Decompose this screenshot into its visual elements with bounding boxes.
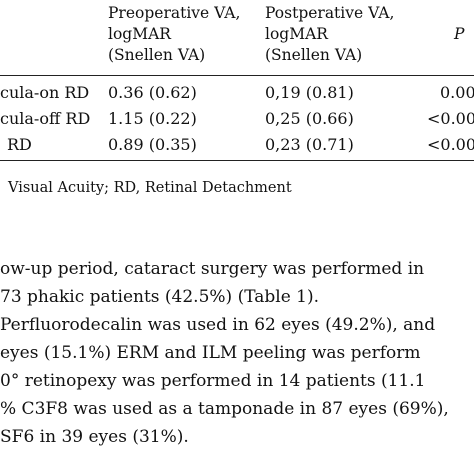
row-pre-macula-off: 1.15 (0.22) [108,109,197,128]
row-p-macula-off: <0.00 [427,109,474,128]
table-bottom-rule [0,160,474,162]
body-line-4: eyes (15.1%) ERM and ILM peeling was per… [0,343,421,363]
header-p-value: P [454,25,465,43]
row-pre-macula-on: 0.36 (0.62) [108,83,197,102]
header-postoperative: Postperative VA, logMAR (Snellen VA) [265,3,394,66]
header-pre-line-1: Preoperative VA, [108,4,241,22]
row-p-rd: <0.00 [427,135,474,154]
header-post-line-2: logMAR [265,25,328,43]
row-post-macula-on: 0,19 (0.81) [265,83,354,102]
header-post-line-1: Postperative VA, [265,4,395,22]
body-line-6: % C3F8 was used as a tamponade in 87 eye… [0,399,449,419]
header-preoperative: Preoperative VA, logMAR (Snellen VA) [108,3,240,66]
row-post-macula-off: 0,25 (0.66) [265,109,354,128]
table-footnote: Visual Acuity; RD, Retinal Detachment [8,180,292,196]
row-post-rd: 0,23 (0.71) [265,135,354,154]
header-post-line-3: (Snellen VA) [265,46,363,64]
header-pre-line-3: (Snellen VA) [108,46,206,64]
body-line-3: Perfluorodecalin was used in 62 eyes (49… [0,315,436,335]
row-label-rd: RD [7,135,32,154]
row-label-macula-on: cula-on RD [0,83,90,102]
body-line-2: 73 phakic patients (42.5%) (Table 1). [0,287,320,307]
body-line-7: SF6 in 39 eyes (31%). [0,427,189,447]
table-header-rule [0,75,474,77]
header-pre-line-2: logMAR [108,25,171,43]
row-p-macula-on: 0.00 [440,83,474,102]
row-pre-rd: 0.89 (0.35) [108,135,197,154]
body-line-5: 0° retinopexy was performed in 14 patien… [0,371,426,391]
body-line-1: ow-up period, cataract surgery was perfo… [0,259,425,279]
row-label-macula-off: cula-off RD [0,109,91,128]
